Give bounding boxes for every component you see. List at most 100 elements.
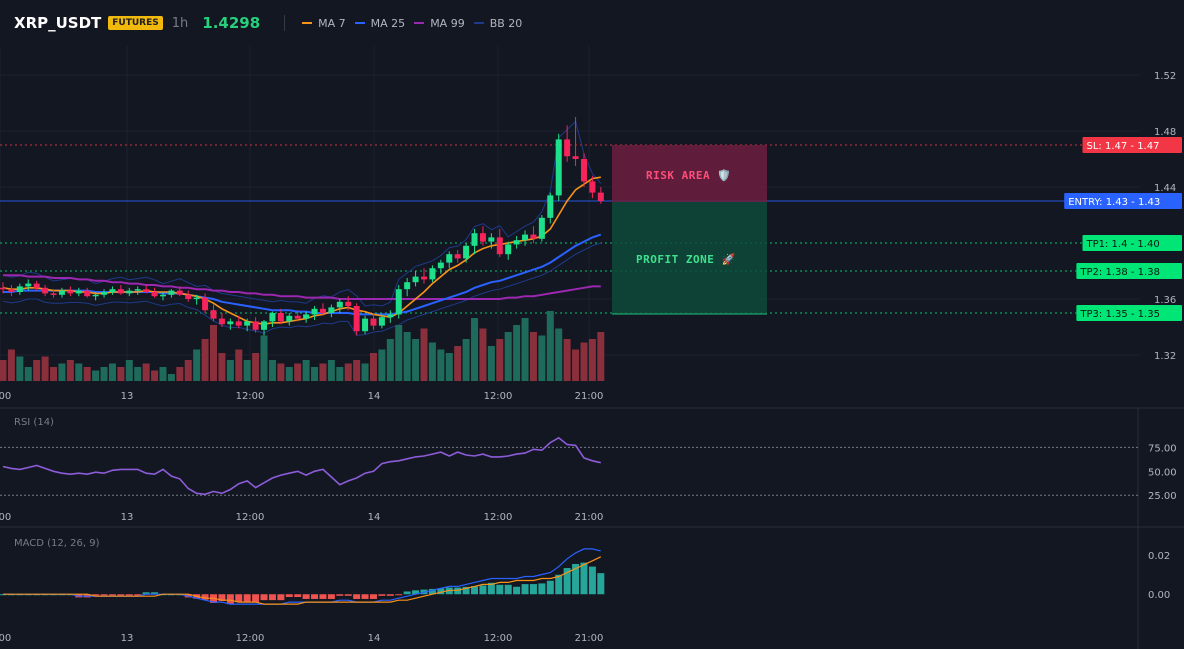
rsi-time-tick: 2:00	[0, 512, 11, 523]
ma99-line	[3, 274, 601, 300]
volume-bar	[193, 349, 201, 381]
signal-line	[3, 556, 602, 605]
volume-bar	[462, 339, 470, 381]
rsi-label: RSI (14)	[14, 417, 54, 428]
candle-body	[488, 237, 495, 242]
legend-swatch	[473, 22, 484, 24]
macd-histogram-bar	[513, 586, 521, 595]
volume-bar	[437, 349, 445, 381]
volume-bar	[327, 360, 335, 381]
candle-body	[496, 237, 503, 255]
candle-body	[8, 289, 15, 292]
legend-ma25[interactable]: MA 25	[354, 17, 405, 30]
macd-histogram-bar	[226, 594, 234, 605]
candle-body	[319, 308, 326, 313]
legend-swatch	[302, 22, 313, 24]
macd-histogram-bar	[538, 583, 546, 595]
candle-body	[404, 282, 411, 290]
macd-histogram-bar	[218, 594, 226, 601]
candle-body	[269, 313, 276, 322]
candle-body	[336, 301, 343, 308]
macd-histogram-bar	[243, 594, 251, 603]
macd-time-tick: 14	[368, 633, 381, 644]
macd-histogram-bar	[471, 586, 479, 595]
entry-tag-text: ENTRY: 1.43 - 1.43	[1068, 197, 1160, 208]
rsi-pane: RSI (14) 75.00 50.00 25.00 2:00 13 12:00 14 12:…	[0, 417, 1177, 523]
legend-swatch	[414, 22, 425, 24]
macd-time-tick: 12:00	[236, 633, 265, 644]
sl-tag-text: SL: 1.47 - 1.47	[1087, 141, 1160, 152]
candle-body	[16, 286, 23, 292]
volume-bar	[395, 325, 403, 381]
time-tick: 13	[121, 391, 134, 402]
trade-levels	[0, 144, 1140, 314]
tp2-tag	[1076, 263, 1182, 279]
legend-label: BB 20	[489, 16, 523, 30]
time-tick: 12:00	[236, 391, 265, 402]
macd-histogram-bar	[395, 594, 403, 596]
candle-body	[547, 195, 554, 218]
candle-body	[227, 321, 234, 325]
legend-swatch	[354, 22, 365, 24]
volume-bar	[277, 363, 285, 381]
volume-bar	[580, 342, 588, 381]
volume-bar	[361, 363, 369, 381]
candle-body	[277, 313, 284, 322]
volume-bar	[92, 370, 100, 381]
volume-bar	[538, 335, 546, 381]
volume-bar	[285, 367, 293, 381]
volume-bar	[428, 342, 436, 381]
rsi-time-tick: 12:00	[236, 512, 265, 523]
candle-body	[597, 192, 604, 201]
macd-histogram-bar	[580, 562, 588, 595]
macd-histogram-bar	[285, 594, 293, 597]
macd-histogram-bar	[412, 590, 420, 595]
macd-histogram-bar	[327, 594, 335, 599]
rsi-line	[2, 436, 601, 496]
legend-ma7[interactable]: MA 7	[302, 17, 346, 30]
tp3-tag	[1076, 305, 1182, 321]
legend-ma99[interactable]: MA 99	[414, 17, 465, 30]
volume-bar	[378, 349, 386, 381]
candle-body	[345, 301, 352, 306]
pane-dividers	[0, 407, 1184, 649]
legend-bb20[interactable]: BB 20	[473, 16, 523, 30]
timeframe-label[interactable]: 1h	[171, 15, 189, 31]
volume-bar	[529, 332, 537, 381]
volume-bar	[311, 367, 319, 381]
symbol-name[interactable]: XRP_USDT	[14, 14, 102, 32]
candle-body	[261, 321, 268, 330]
macd-histogram-bar	[117, 594, 125, 596]
candle-body	[294, 315, 301, 319]
macd-histogram-bar	[437, 588, 445, 595]
volume-bar	[513, 325, 521, 381]
volume-bar	[386, 339, 394, 381]
futures-badge: FUTURES	[108, 16, 163, 30]
candle-body	[378, 317, 385, 326]
candle-body	[572, 156, 579, 159]
time-tick: 2:00	[0, 391, 11, 402]
volume-bar	[66, 360, 74, 381]
candle-body	[421, 276, 427, 280]
candle-body	[168, 290, 175, 295]
candle-body	[395, 289, 402, 315]
macd-time-tick: 12:00	[484, 633, 513, 644]
volume-bar	[572, 349, 580, 381]
candle-body	[555, 139, 562, 196]
candle-body	[159, 294, 166, 297]
macd-histogram-bar	[344, 594, 352, 596]
macd-histogram-bar	[462, 586, 470, 595]
candle-body	[67, 290, 74, 294]
macd-label: MACD (12, 26, 9)	[14, 538, 100, 549]
bollinger-bands	[2, 120, 602, 336]
candle-body	[244, 321, 251, 326]
candle-body	[210, 310, 217, 319]
macd-histogram-bar	[521, 584, 529, 595]
macd-histogram-bar	[134, 594, 142, 596]
macd-histogram-bar	[428, 588, 436, 595]
macd-histogram-bar	[378, 594, 386, 596]
macd-histogram-bar	[311, 594, 319, 599]
volume-bar	[504, 332, 512, 381]
macd-histogram-bar	[151, 592, 159, 595]
